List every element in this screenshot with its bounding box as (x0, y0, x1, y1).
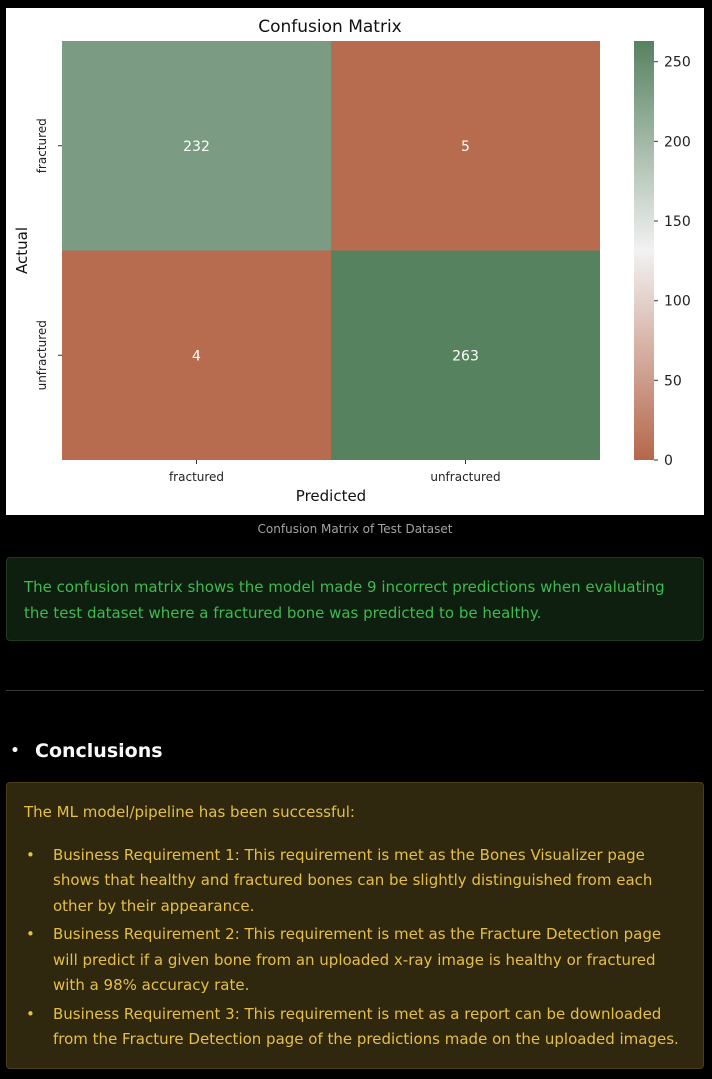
success-alert: The confusion matrix shows the model mad… (6, 557, 704, 641)
conclusions-intro: The ML model/pipeline has been successfu… (24, 803, 355, 821)
y-tick-label: fractured (35, 118, 49, 173)
cell-value-label: 4 (192, 348, 201, 364)
heatmap-cell (62, 41, 331, 251)
cell-value-label: 263 (452, 348, 479, 364)
conclusions-alert: The ML model/pipeline has been successfu… (6, 782, 704, 1069)
cell-value-label: 5 (461, 139, 470, 155)
confusion-matrix-chart: Confusion Matrix 232 5 4 263 fractured unfract… (13, 17, 691, 505)
divider (6, 690, 704, 691)
colorbar-tick-label: 200 (664, 134, 691, 150)
confusion-matrix-figure: Confusion Matrix 232 5 4 263 fractured unfract… (6, 8, 704, 515)
colorbar-tick-label: 250 (664, 55, 691, 71)
heatmap-cell (62, 250, 331, 460)
colorbar-tick-label: 0 (664, 453, 673, 469)
conclusion-item-3: Business Requirement 3: This requirement… (24, 1002, 686, 1053)
conclusion-item-2: Business Requirement 2: This requirement… (24, 922, 686, 999)
conclusions-heading-text: Conclusions (35, 740, 163, 762)
colorbar (634, 41, 654, 460)
colorbar-tick-label: 150 (664, 214, 691, 230)
x-axis-label: Predicted (296, 487, 366, 505)
colorbar-tick-label: 50 (664, 373, 682, 389)
x-tick-label: unfractured (430, 470, 500, 484)
colorbar-tick-label: 100 (664, 294, 691, 310)
chart-title: Confusion Matrix (258, 17, 402, 37)
figure-caption: Confusion Matrix of Test Dataset (257, 522, 453, 536)
conclusions-heading: • Conclusions (6, 736, 163, 766)
bullet-icon: • (10, 743, 20, 759)
y-axis-label: Actual (13, 227, 31, 274)
conclusions-list: Business Requirement 1: This requirement… (24, 843, 686, 1053)
heatmap-cell (331, 41, 600, 251)
heatmap-cell (331, 250, 600, 460)
y-tick-label: unfractured (35, 320, 49, 390)
cell-value-label: 232 (183, 139, 210, 155)
conclusion-item-1: Business Requirement 1: This requirement… (24, 843, 686, 920)
success-alert-text: The confusion matrix shows the model mad… (24, 578, 665, 622)
x-tick-label: fractured (169, 470, 224, 484)
